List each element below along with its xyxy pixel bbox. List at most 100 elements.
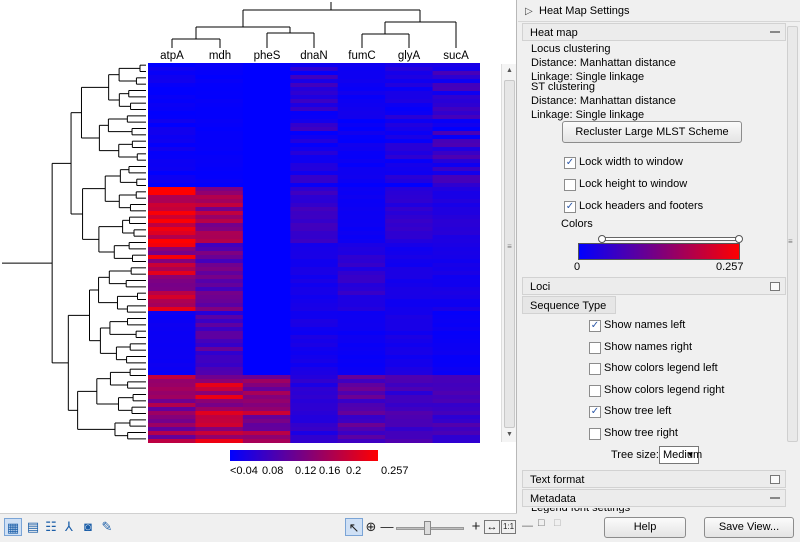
- heatmap-cell: [385, 419, 434, 424]
- heatmap-cell: [337, 215, 386, 220]
- minimize-panel-icon[interactable]: —: [522, 520, 533, 532]
- heatmap-cell: [195, 407, 244, 412]
- heatmap-cell: [148, 271, 197, 276]
- color-min-knob[interactable]: [598, 235, 606, 243]
- heatmap-cell: [385, 339, 434, 344]
- help-button[interactable]: Help: [604, 517, 686, 538]
- heatmap-cell: [242, 255, 291, 260]
- lock-height-checkbox[interactable]: [564, 179, 576, 191]
- heatmap-cell: [385, 243, 434, 248]
- lock-width-checkbox[interactable]: ✓: [564, 157, 576, 169]
- heatmap-cell: [148, 283, 197, 288]
- section-metadata-header[interactable]: Metadata: [522, 489, 786, 507]
- heatmap-cell: [195, 231, 244, 236]
- scroll-grip-icon: ≡: [507, 242, 512, 251]
- show-tree-left-checkbox[interactable]: ✓: [589, 406, 601, 418]
- show-tree-right-checkbox[interactable]: [589, 428, 601, 440]
- edit-icon[interactable]: ✎: [101, 519, 113, 534]
- save-view-button[interactable]: Save View...: [704, 517, 794, 538]
- close-panel-icon[interactable]: □: [554, 517, 561, 529]
- section-loci-header[interactable]: Loci: [522, 277, 786, 295]
- heatmap-cell: [385, 291, 434, 296]
- show-colors-legend-right-checkbox[interactable]: [589, 385, 601, 397]
- zoom-out-icon[interactable]: —: [380, 519, 394, 534]
- color-scale-bar[interactable]: [578, 243, 740, 260]
- heatmap-cell: [195, 351, 244, 356]
- color-max-knob[interactable]: [735, 235, 743, 243]
- heatmap-cell: [242, 367, 291, 372]
- section-minimize-icon[interactable]: [770, 497, 780, 499]
- heatmap-vertical-scrollbar[interactable]: ▲ ≡ ▼: [501, 64, 516, 442]
- scroll-up-arrow-icon[interactable]: ▲: [506, 67, 513, 74]
- section-expand-icon[interactable]: [770, 475, 780, 484]
- color-min-value: 0: [574, 261, 581, 273]
- panel-scrollbar[interactable]: [787, 26, 798, 442]
- heatmap-cell: [432, 131, 480, 136]
- list-view-icon[interactable]: ☷: [45, 519, 57, 534]
- heatmap-cell: [242, 191, 291, 196]
- heatmap-cell: [242, 383, 291, 388]
- heatmap-grid[interactable]: [148, 63, 480, 443]
- heatmap-cell: [432, 359, 480, 364]
- heatmap-cell: [290, 111, 339, 116]
- heatmap-cell: [337, 331, 386, 336]
- scroll-thumb[interactable]: [504, 80, 515, 428]
- heatmap-cell: [148, 147, 197, 152]
- chevron-down-icon[interactable]: ▼: [686, 450, 695, 459]
- heatmap-cell: [148, 351, 197, 356]
- heatmap-cell: [148, 67, 197, 72]
- zoom-slider-thumb[interactable]: [424, 521, 431, 535]
- heatmap-cell: [432, 223, 480, 228]
- heatmap-cell: [337, 435, 386, 440]
- recluster-button[interactable]: Recluster Large MLST Scheme: [562, 121, 742, 143]
- heatmap-cell: [148, 371, 197, 376]
- table-view-icon[interactable]: ▦: [4, 518, 22, 536]
- heatmap-cell: [385, 363, 434, 368]
- zoom-plus-icon[interactable]: +: [471, 518, 481, 535]
- heatmap-cell: [242, 111, 291, 116]
- heatmap-cell: [148, 151, 197, 156]
- section-expand-icon[interactable]: [770, 282, 780, 291]
- heatmap-cell: [337, 91, 386, 96]
- section-heat-map-header[interactable]: Heat map: [522, 23, 786, 41]
- heatmap-cell: [337, 283, 386, 288]
- info-icon[interactable]: ◙: [84, 519, 92, 534]
- heatmap-cell: [290, 131, 339, 136]
- section-text-format-header[interactable]: Text format: [522, 470, 786, 488]
- scroll-down-arrow-icon[interactable]: ▼: [506, 431, 513, 438]
- heatmap-cell: [337, 239, 386, 244]
- tree-view-icon[interactable]: ⅄: [65, 519, 73, 534]
- one-to-one-zoom-icon[interactable]: 1:1: [501, 520, 516, 534]
- heatmap-cell: [432, 163, 480, 168]
- panel-collapse-icon[interactable]: ▷: [525, 6, 533, 17]
- heatmap-cell: [242, 283, 291, 288]
- section-sequence-type-header[interactable]: Sequence Type: [522, 296, 616, 314]
- show-names-right-checkbox[interactable]: [589, 342, 601, 354]
- show-colors-legend-left-checkbox[interactable]: [589, 363, 601, 375]
- maximize-panel-icon[interactable]: □: [538, 517, 545, 529]
- select-cursor-icon[interactable]: ↖: [345, 518, 363, 536]
- lock-headers-checkbox[interactable]: ✓: [564, 201, 576, 213]
- show-names-left-checkbox[interactable]: ✓: [589, 320, 601, 332]
- heatmap-cell: [385, 83, 434, 88]
- heatmap-cell: [385, 379, 434, 384]
- heatmap-cell: [148, 323, 197, 328]
- heatmap-cell: [290, 107, 339, 112]
- section-minimize-icon[interactable]: [770, 31, 780, 33]
- heatmap-cell: [432, 255, 480, 260]
- heatmap-cell: [195, 87, 244, 92]
- colors-label: Colors: [561, 218, 593, 230]
- heatmap-cell: [148, 303, 197, 308]
- heatmap-cell: [242, 243, 291, 248]
- heatmap-cell: [385, 119, 434, 124]
- fit-width-icon[interactable]: ↔: [484, 520, 500, 534]
- heatmap-cell: [337, 375, 386, 380]
- heatmap-cell: [290, 359, 339, 364]
- color-range-slider[interactable]: [601, 237, 741, 241]
- heatmap-cell: [195, 303, 244, 308]
- zoom-in-icon[interactable]: ⊕: [365, 519, 377, 534]
- heatmap-cell: [195, 383, 244, 388]
- grid-view-icon[interactable]: ▤: [26, 519, 40, 534]
- heatmap-cell: [242, 299, 291, 304]
- tree-size-select[interactable]: Medium: [659, 446, 702, 464]
